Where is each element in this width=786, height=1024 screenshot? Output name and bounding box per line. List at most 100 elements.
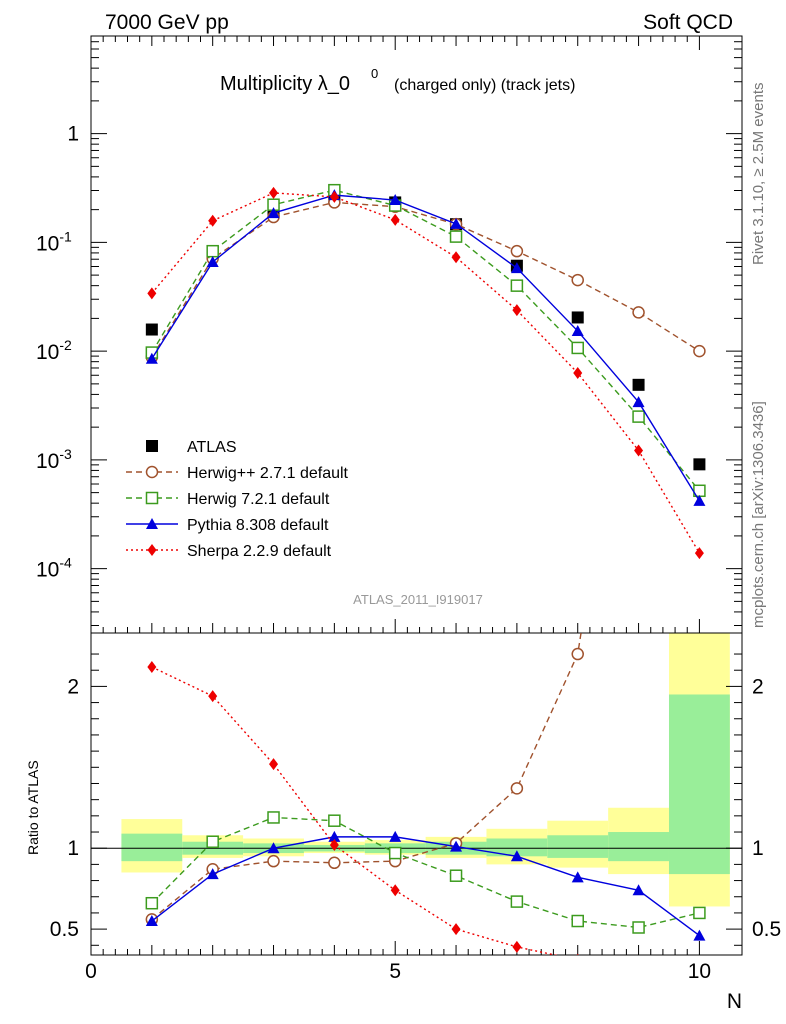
energy-label: 7000 GeV pp — [105, 11, 229, 34]
ratio-point-herwig7 — [267, 811, 280, 824]
point-pythia — [693, 494, 706, 506]
ratio-y-tick-label: 0.5 — [50, 918, 79, 941]
ratio-point-herwig7 — [145, 896, 159, 910]
point-herwig7 — [510, 279, 524, 292]
ratio-point-pythia — [450, 840, 463, 852]
point-herwigpp — [571, 273, 584, 287]
series-line-sherpa — [151, 192, 701, 554]
point-sherpa — [208, 214, 218, 227]
title-main: Multiplicity λ_0 — [220, 73, 350, 95]
legend-marker-atlas — [146, 440, 158, 452]
ratio-line-pythia — [151, 836, 700, 937]
point-sherpa — [694, 547, 704, 560]
series-line-herwig7 — [151, 189, 700, 492]
ratio-point-herwig7 — [632, 921, 645, 934]
y-tick-label: 1 — [67, 123, 79, 146]
y-tick-label: 10-2 — [36, 337, 72, 364]
main-y-tick-labels: 10-4 10-3 10-2 10-1 1 — [36, 123, 79, 582]
ratio-point-herwig7 — [510, 895, 524, 908]
point-sherpa — [451, 251, 461, 264]
point-herwig7 — [449, 230, 463, 243]
point-sherpa — [147, 287, 157, 300]
point-pythia — [389, 194, 402, 206]
point-herwigpp — [693, 344, 706, 358]
band-inner-9 — [608, 832, 669, 862]
ratio-point-pythia — [145, 915, 158, 927]
point-herwigpp — [632, 306, 645, 319]
legend: ATLAS Herwig++ 2.7.1 default Herwig 7.2.1 … — [126, 439, 349, 560]
point-pythia — [206, 256, 219, 268]
title-superscript: 0 — [371, 66, 378, 81]
ratio-plot-frame — [90, 632, 743, 956]
point-atlas — [693, 458, 706, 471]
x-axis-label: N — [727, 990, 742, 1013]
ratio-point-pythia — [206, 868, 219, 880]
process-label: Soft QCD — [643, 11, 733, 34]
ratio-point-sherpa — [634, 964, 643, 976]
ratio-point-herwigpp — [571, 647, 584, 661]
ratio-point-herwig7 — [388, 846, 402, 860]
point-sherpa — [390, 213, 400, 226]
legend-label-herwig7: Herwig 7.2.1 default — [187, 491, 330, 508]
y-tick-label: 10-3 — [36, 446, 72, 473]
point-herwig7 — [571, 341, 584, 355]
ratio-point-herwig7 — [449, 869, 463, 882]
ratio-point-sherpa — [576, 953, 579, 955]
x-tick-labels: 0 5 10 — [85, 960, 711, 983]
ratio-point-pythia — [693, 929, 706, 941]
ratio-y-tick-label-right: 2 — [752, 675, 764, 698]
axis-ticks — [90, 35, 743, 956]
y-tick-label: 10-1 — [36, 228, 72, 255]
ratio-point-sherpa — [329, 838, 339, 851]
x-tick-label: 10 — [688, 960, 711, 983]
ratio-point-pythia — [632, 884, 645, 896]
ratio-plot-series — [145, 260, 706, 976]
point-pythia — [145, 352, 158, 364]
ratio-point-herwig7 — [571, 914, 584, 928]
ratio-point-sherpa — [147, 660, 157, 673]
ratio-point-herwig7 — [206, 835, 219, 848]
legend-label-pythia: Pythia 8.308 default — [187, 517, 329, 534]
series-line-herwigpp — [151, 201, 700, 358]
legend-label-atlas: ATLAS — [187, 439, 237, 456]
point-sherpa — [634, 444, 644, 457]
ratio-point-herwig7 — [328, 814, 341, 827]
main-plot-series — [145, 183, 706, 560]
ratio-point-herwigpp — [267, 854, 280, 868]
point-herwigpp — [510, 244, 524, 258]
ratio-point-sherpa — [208, 690, 218, 703]
y-tick-label: 10-4 — [36, 555, 72, 582]
legend-label-sherpa: Sherpa 2.2.9 default — [187, 543, 332, 560]
point-atlas — [632, 378, 645, 391]
ratio-line-herwig7 — [151, 816, 700, 929]
ratio-point-herwigpp — [510, 782, 524, 795]
ratio-line-sherpa — [151, 666, 559, 955]
band-inner-1 — [121, 833, 183, 862]
ratio-point-pythia — [328, 830, 341, 842]
point-herwig7 — [206, 244, 219, 258]
ratio-point-pythia — [389, 830, 402, 842]
ratio-point-sherpa — [512, 940, 522, 953]
ratio-point-pythia — [571, 871, 584, 883]
point-herwig7 — [632, 410, 645, 423]
ratio-y-tick-labels: 0.5 0.5 1 1 2 2 — [50, 675, 781, 941]
ratio-point-pythia — [267, 842, 280, 854]
ratio-point-herwigpp — [633, 260, 644, 271]
band-inner-7 — [486, 838, 548, 857]
ratio-y-tick-label-right: 0.5 — [752, 918, 781, 941]
ratio-y-tick-label: 1 — [67, 837, 79, 860]
ratio-point-sherpa — [269, 758, 279, 771]
x-tick-label: 0 — [85, 960, 97, 983]
point-sherpa — [512, 304, 522, 317]
plot-title: Multiplicity λ_0 0 (charged only) (track… — [220, 66, 575, 95]
point-pythia — [510, 262, 523, 274]
band-inner-10 — [668, 694, 730, 875]
point-atlas — [571, 311, 584, 324]
point-pythia — [571, 325, 584, 337]
x-tick-label: 5 — [389, 960, 401, 983]
ratio-point-herwig7 — [693, 906, 706, 920]
series-line-pythia — [151, 194, 701, 502]
point-sherpa — [573, 366, 583, 379]
point-pythia — [632, 396, 645, 408]
